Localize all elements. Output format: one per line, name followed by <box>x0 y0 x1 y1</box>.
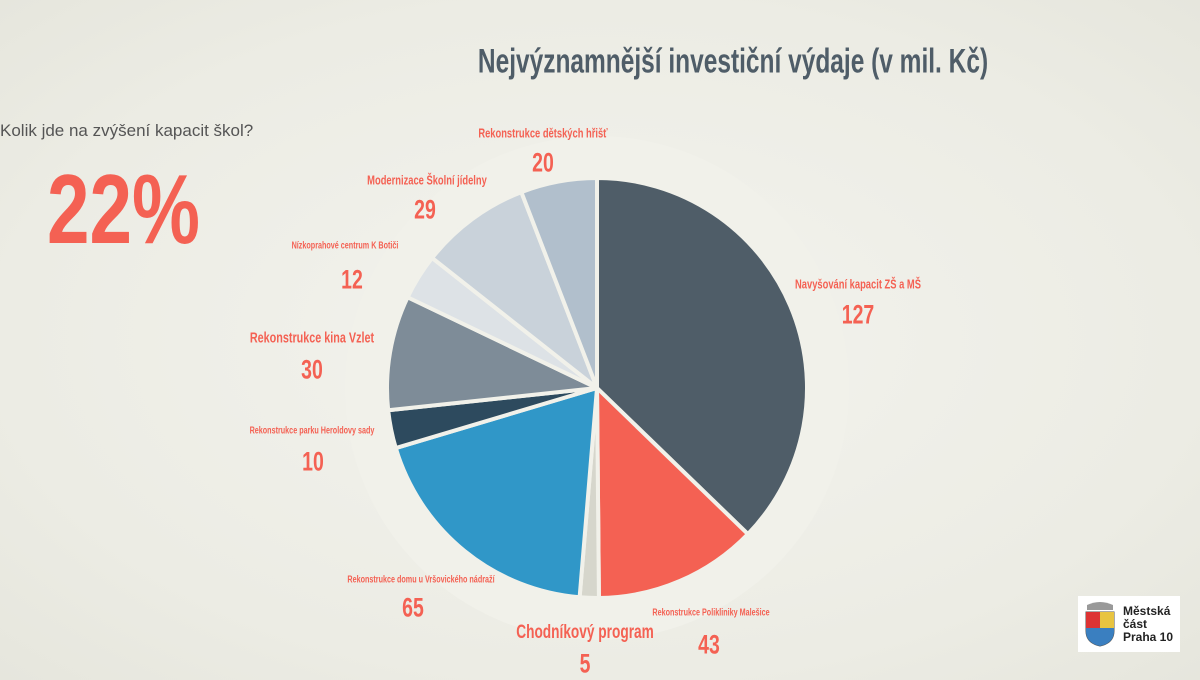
pie-slice-8 <box>519 176 599 390</box>
chart-title: Nejvýznamnější investiční výdaje (v mil.… <box>477 42 989 81</box>
logo-line: Praha 10 <box>1123 629 1174 644</box>
logo-line: Městská <box>1123 603 1171 618</box>
praha10-logo: Městská část Praha 10 <box>1078 596 1180 652</box>
slice-label: Modernizace Školní jídelny <box>367 172 487 188</box>
slice-label: Chodníkový program <box>516 622 654 643</box>
slice-value: 10 <box>302 446 324 477</box>
pie-slice-1 <box>595 386 750 600</box>
slice-value: 65 <box>402 592 424 623</box>
slice-value: 20 <box>532 147 554 178</box>
slice-label: Rekonstrukce domu u Vršovického nádraží <box>347 574 495 586</box>
slice-label: Nízkoprahové centrum K Botiči <box>291 240 399 252</box>
slice-value: 43 <box>698 629 720 660</box>
slice-label: Rekonstrukce dětských hřišť <box>478 125 608 141</box>
pie-slice-0 <box>595 176 809 537</box>
pie-slice-7 <box>430 190 599 390</box>
logo-line: část <box>1123 616 1148 631</box>
slice-label: Rekonstrukce kina Vzlet <box>249 329 375 347</box>
pie-slice-5 <box>385 295 599 413</box>
slice-value: 127 <box>841 299 875 330</box>
slice-value: 30 <box>301 354 323 385</box>
coat-of-arms-icon <box>1085 602 1115 647</box>
pie-slice-3 <box>393 386 599 600</box>
highlight-percentage: 22% <box>47 154 201 264</box>
slice-value: 29 <box>414 194 436 225</box>
slice-value: 12 <box>341 264 363 295</box>
slice-label: Rekonstrukce Polikliniky Malešice <box>652 607 770 619</box>
slice-value: 5 <box>579 648 591 679</box>
slice-label: Navyšování kapacit ZŠ a MŠ <box>795 276 921 292</box>
logo-text: Městská část Praha 10 <box>1123 603 1174 644</box>
question-text: Kolik jde na zvýšení kapacit škol? <box>0 121 254 140</box>
slice-label: Rekonstrukce parku Heroldovy sady <box>249 425 375 437</box>
